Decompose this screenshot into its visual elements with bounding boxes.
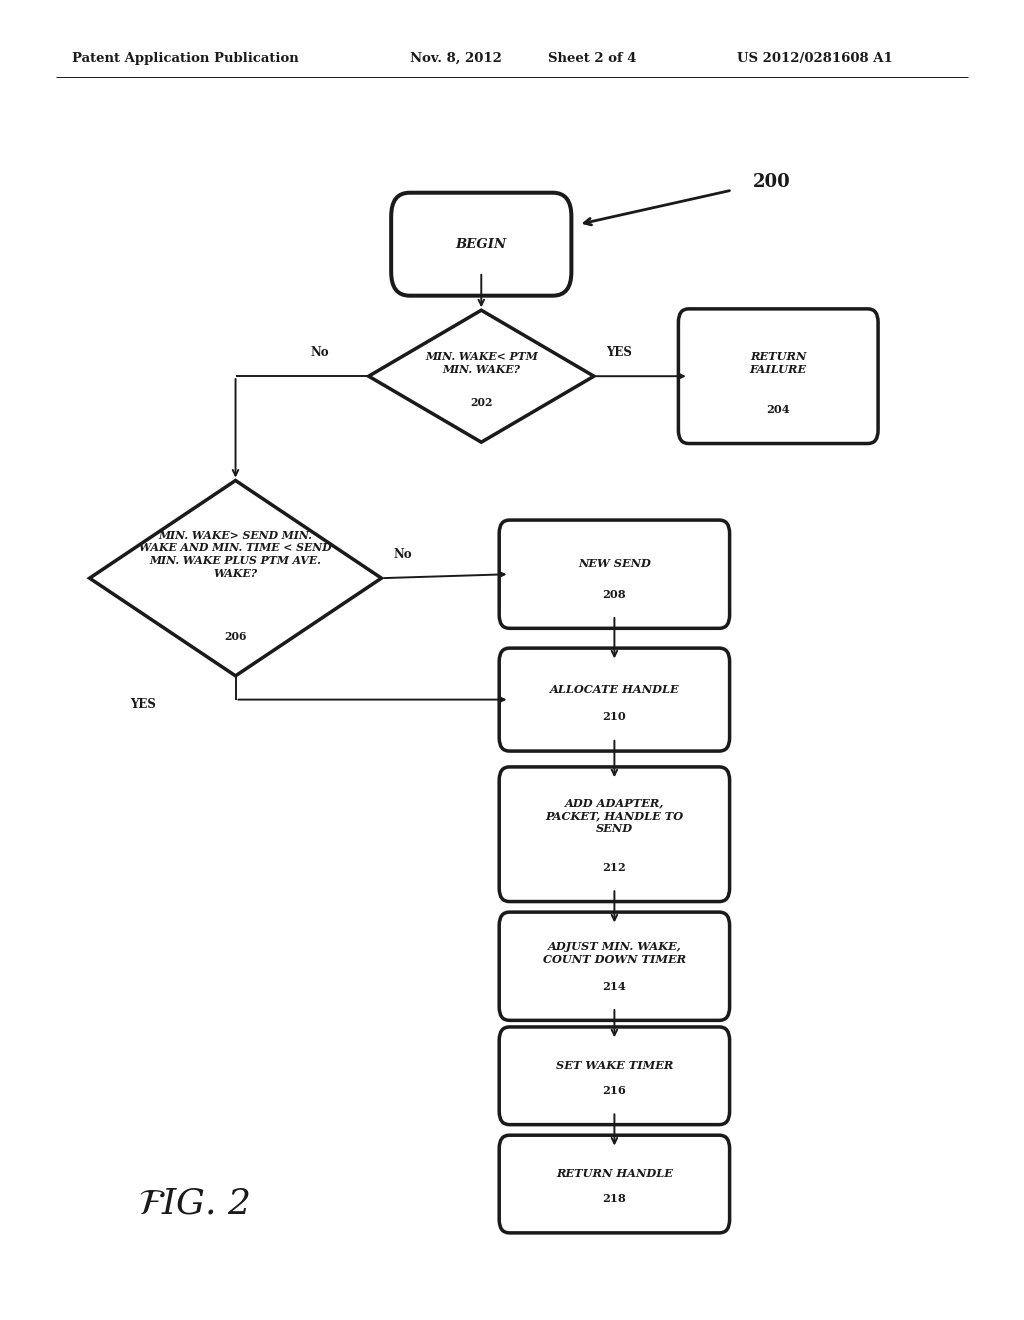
Text: MIN. WAKE> SEND MIN.
WAKE AND MIN. TIME < SEND
MIN. WAKE PLUS PTM AVE.
WAKE?: MIN. WAKE> SEND MIN. WAKE AND MIN. TIME … [139, 529, 332, 579]
Text: 202: 202 [470, 397, 493, 408]
Text: 218: 218 [602, 1193, 627, 1204]
FancyBboxPatch shape [391, 193, 571, 296]
Polygon shape [90, 480, 381, 676]
FancyBboxPatch shape [500, 1027, 729, 1125]
FancyBboxPatch shape [500, 767, 729, 902]
Text: 204: 204 [766, 404, 791, 414]
FancyBboxPatch shape [500, 648, 729, 751]
Text: RETURN
FAILURE: RETURN FAILURE [750, 351, 807, 375]
Text: 212: 212 [602, 862, 627, 873]
FancyBboxPatch shape [500, 520, 729, 628]
Text: 200: 200 [753, 173, 791, 191]
Text: RETURN HANDLE: RETURN HANDLE [556, 1168, 673, 1179]
Text: No: No [393, 548, 413, 561]
Text: Patent Application Publication: Patent Application Publication [72, 51, 298, 65]
FancyBboxPatch shape [678, 309, 878, 444]
Text: YES: YES [606, 346, 632, 359]
Text: SET WAKE TIMER: SET WAKE TIMER [556, 1060, 673, 1071]
Text: NEW SEND: NEW SEND [578, 558, 651, 569]
Text: ALLOCATE HANDLE: ALLOCATE HANDLE [550, 684, 679, 694]
Text: Sheet 2 of 4: Sheet 2 of 4 [548, 51, 636, 65]
Text: 214: 214 [602, 981, 627, 991]
Text: No: No [310, 346, 329, 359]
FancyBboxPatch shape [500, 912, 729, 1020]
Text: US 2012/0281608 A1: US 2012/0281608 A1 [737, 51, 893, 65]
Text: ADJUST MIN. WAKE,
COUNT DOWN TIMER: ADJUST MIN. WAKE, COUNT DOWN TIMER [543, 941, 686, 965]
Text: BEGIN: BEGIN [456, 238, 507, 251]
Text: ADD ADAPTER,
PACKET, HANDLE TO
SEND: ADD ADAPTER, PACKET, HANDLE TO SEND [546, 797, 683, 834]
Text: 206: 206 [224, 631, 247, 642]
Text: Nov. 8, 2012: Nov. 8, 2012 [410, 51, 502, 65]
Text: 216: 216 [602, 1085, 627, 1096]
Text: 208: 208 [602, 589, 627, 599]
Polygon shape [369, 310, 594, 442]
Text: 210: 210 [602, 711, 627, 722]
Text: YES: YES [131, 698, 157, 711]
FancyBboxPatch shape [500, 1135, 729, 1233]
Text: $\mathcal{F}$IG. 2: $\mathcal{F}$IG. 2 [138, 1187, 251, 1221]
Text: MIN. WAKE< PTM
MIN. WAKE?: MIN. WAKE< PTM MIN. WAKE? [425, 351, 538, 375]
